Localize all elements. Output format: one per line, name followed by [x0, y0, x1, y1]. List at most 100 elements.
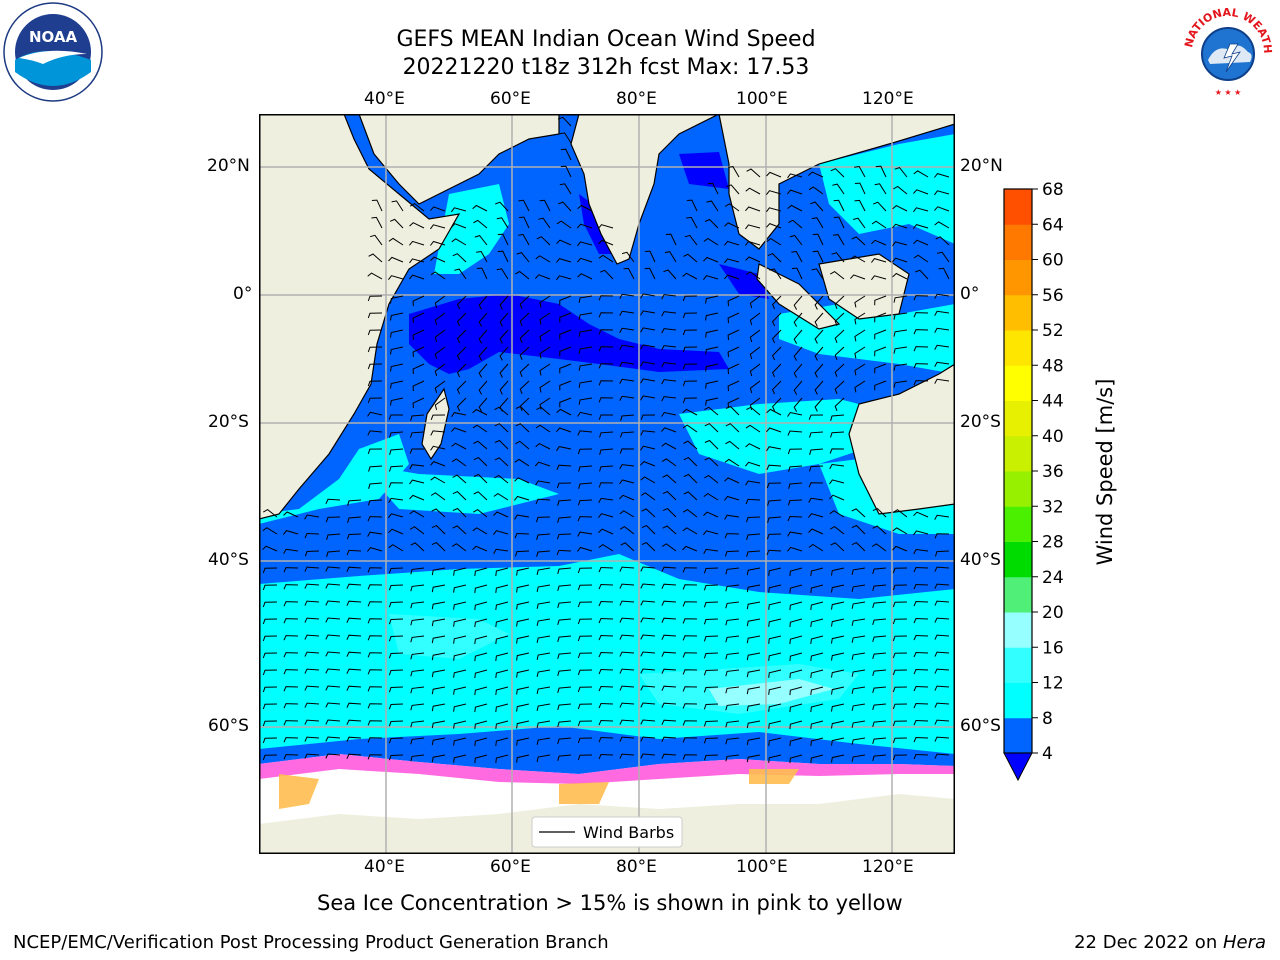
wind-barb [787, 411, 803, 417]
colorbar-cell [1004, 294, 1032, 331]
wind-barb [705, 346, 719, 355]
wind-barb [388, 737, 404, 744]
wind-barb [661, 328, 677, 334]
wind-barb [913, 511, 929, 518]
wind-barb [831, 652, 845, 661]
wind-barb [556, 220, 572, 229]
wind-barb [768, 584, 782, 593]
colorbar-cell [1004, 506, 1032, 542]
wind-barb [934, 327, 950, 333]
wind-barb [892, 601, 908, 608]
wind-barb [665, 233, 677, 246]
wind-barb [703, 275, 719, 281]
wind-barb [619, 525, 635, 535]
wind-barb [831, 720, 845, 729]
wind-barb [892, 737, 908, 744]
wind-barb [872, 601, 887, 609]
wind-barb [367, 363, 383, 370]
wind-barb [371, 216, 383, 229]
wind-barb [662, 491, 677, 501]
wind-barb [495, 601, 509, 611]
wind-barb [641, 525, 656, 535]
wind-barb [874, 183, 887, 195]
colorbar-tick-label: 4 [1042, 744, 1053, 764]
wind-barb [390, 363, 404, 372]
wind-barb [793, 380, 803, 395]
wind-barb [451, 543, 467, 552]
wind-barb [814, 329, 824, 344]
wind-barb [834, 397, 845, 411]
wind-barb [557, 669, 572, 677]
wind-barb [745, 240, 761, 246]
wind-barb [536, 236, 551, 246]
wind-barb [814, 295, 824, 310]
wind-barbs [262, 116, 950, 764]
wind-barb [727, 312, 740, 324]
wind-barb [410, 601, 425, 609]
wind-barb [557, 116, 572, 127]
wind-barb [703, 584, 719, 591]
wind-barb [578, 312, 593, 320]
wind-barb [640, 566, 656, 572]
wind-barb [872, 618, 887, 626]
wind-barb [814, 363, 824, 378]
wind-barb [913, 719, 929, 726]
wind-barb [367, 547, 383, 552]
wind-barb [559, 132, 572, 144]
wind-barb [516, 601, 530, 610]
wind-barb [766, 464, 782, 471]
wind-barb [326, 533, 341, 540]
wind-barb [619, 617, 635, 623]
wind-barb [304, 634, 320, 640]
wind-barb [787, 448, 803, 455]
wind-barb [772, 363, 782, 378]
wind-barb [577, 204, 593, 212]
wind-barb [913, 753, 929, 760]
wind-barb [682, 567, 698, 573]
wind-barb [434, 312, 446, 326]
wind-barb [725, 584, 740, 592]
wind-barb [682, 601, 698, 607]
wind-barb [262, 527, 278, 535]
wind-barb [598, 600, 614, 607]
wind-barb [725, 652, 740, 660]
wind-barb [451, 238, 467, 246]
wind-barb [367, 652, 383, 658]
wind-barb [577, 430, 593, 436]
wind-barb [892, 720, 908, 727]
wind-barb [262, 686, 278, 693]
wind-barb [412, 380, 425, 392]
wind-barb [793, 363, 803, 378]
wind-barb [325, 566, 341, 572]
colorbar-cell [1004, 400, 1032, 437]
wind-barb [724, 495, 740, 501]
wind-barb [367, 531, 383, 537]
wind-barb [325, 498, 341, 505]
wind-barb [725, 703, 740, 711]
wind-barb [304, 719, 320, 725]
lat-label-left: 60°S [208, 716, 249, 736]
wind-barb [598, 397, 614, 403]
wind-barb [499, 312, 509, 327]
wind-barb [456, 346, 467, 361]
wind-barb [577, 257, 593, 263]
wind-barb [367, 272, 383, 280]
wind-barb [478, 380, 488, 395]
wind-barb [682, 686, 698, 692]
wind-barb [640, 651, 656, 657]
wind-barb [409, 240, 425, 246]
wind-barb [724, 458, 740, 467]
wind-barb [262, 635, 278, 642]
wind-barb [854, 199, 866, 212]
wind-barb [749, 380, 761, 394]
wind-barb [431, 601, 446, 610]
wind-barb [410, 737, 425, 745]
wind-barb [619, 566, 635, 572]
wind-barb [598, 719, 614, 726]
wind-barb [746, 703, 761, 712]
wind-barb [472, 204, 488, 212]
wind-barb [913, 685, 929, 692]
wind-barb [410, 542, 425, 552]
wind-barb [556, 482, 572, 489]
wind-barb [810, 669, 824, 679]
